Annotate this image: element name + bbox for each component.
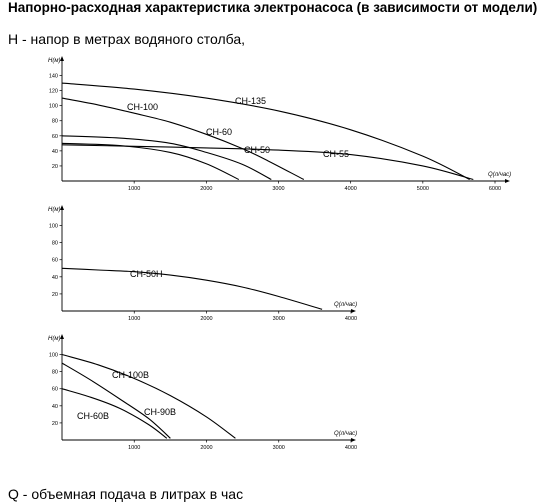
series-label-ch-100b: CH-100B (112, 370, 149, 380)
y-tick-label: 20 (52, 292, 58, 298)
y-tick-label: 40 (52, 149, 58, 155)
x-axis-label: Q(л/час) (488, 172, 511, 178)
y-tick-label: 60 (52, 258, 58, 264)
curve-ch-55 (61, 144, 474, 181)
x-tick-label: 2000 (200, 316, 212, 322)
flow-definition: Q - объемная подача в литрах в час (8, 486, 244, 502)
series-label-ch-100: CH-100 (127, 102, 158, 112)
y-tick-label: 120 (49, 89, 58, 95)
x-tick-label: 1000 (128, 445, 140, 451)
y-tick-label: 40 (52, 275, 58, 281)
curve-ch-90b (61, 362, 171, 439)
chart-1: H(м) Q(л/час) 1000 2000 3000 4000 5000 6000 20 40… (48, 56, 511, 192)
y-tick-label: 60 (52, 387, 58, 393)
series-label-ch-60: CH-60 (206, 127, 232, 137)
series-label-ch-135: CH-135 (235, 96, 266, 106)
x-tick-label: 3000 (272, 186, 284, 192)
x-axis-arrow (505, 179, 510, 183)
y-tick-label: 100 (49, 353, 58, 359)
x-tick-label: 4000 (345, 316, 357, 322)
series-label-ch-60b: CH-60B (77, 411, 109, 421)
curve-ch-60b (61, 388, 168, 439)
y-axis-arrow (60, 334, 64, 339)
y-axis-arrow (60, 56, 64, 61)
x-tick-label: 1000 (128, 316, 140, 322)
curve-ch-60 (61, 135, 272, 180)
y-axis-arrow (60, 205, 64, 210)
x-tick-label: 1000 (128, 186, 140, 192)
x-tick-label: 4000 (345, 445, 357, 451)
curve-ch-50 (61, 142, 240, 180)
series-label-ch-50: CH-50 (244, 145, 270, 155)
y-axis-label: H(м) (48, 207, 60, 213)
series-label-ch-90b: CH-90B (144, 407, 176, 417)
y-tick-label: 80 (52, 370, 58, 376)
y-tick-label: 20 (52, 164, 58, 170)
x-axis-arrow (351, 438, 356, 442)
series-label-ch-55: CH-55 (323, 149, 349, 159)
y-tick-label: 100 (49, 104, 58, 110)
y-tick-label: 20 (52, 421, 58, 427)
y-tick-label: 100 (49, 224, 58, 230)
x-tick-label: 2000 (200, 445, 212, 451)
x-tick-label: 2000 (200, 186, 212, 192)
x-axis-label: Q(л/час) (334, 431, 357, 437)
x-tick-label: 5000 (417, 186, 429, 192)
y-axis-label: H(м) (48, 336, 60, 342)
y-tick-label: 40 (52, 404, 58, 410)
x-tick-label: 3000 (273, 445, 285, 451)
x-tick-label: 4000 (345, 186, 357, 192)
y-tick-label: 80 (52, 241, 58, 247)
x-axis-label: Q(л/час) (334, 302, 357, 308)
y-tick-label: 60 (52, 134, 58, 140)
x-axis-arrow (351, 309, 356, 313)
curve-ch-135 (61, 82, 470, 180)
curve-ch-100b (61, 353, 236, 439)
chart-3: H(м) Q(л/час) 1000 2000 3000 4000 20 40 60 80 100 C… (48, 334, 357, 451)
curve-ch-50h (61, 267, 323, 310)
head-definition: H - напор в метрах водяного столба, (8, 31, 246, 47)
series-label-ch-50h: CH-50H (130, 269, 163, 279)
curve-ch-100 (61, 97, 305, 180)
x-tick-label: 3000 (273, 316, 285, 322)
y-tick-label: 80 (52, 119, 58, 125)
y-tick-label: 140 (49, 74, 58, 80)
x-tick-label: 6000 (489, 186, 501, 192)
chart-2: H(м) Q(л/час) 1000 2000 3000 4000 20 40 60 80 100 C… (48, 205, 357, 322)
y-axis-label: H(м) (48, 58, 60, 64)
page-heading: Напорно-расходная характеристика электро… (8, 0, 538, 15)
